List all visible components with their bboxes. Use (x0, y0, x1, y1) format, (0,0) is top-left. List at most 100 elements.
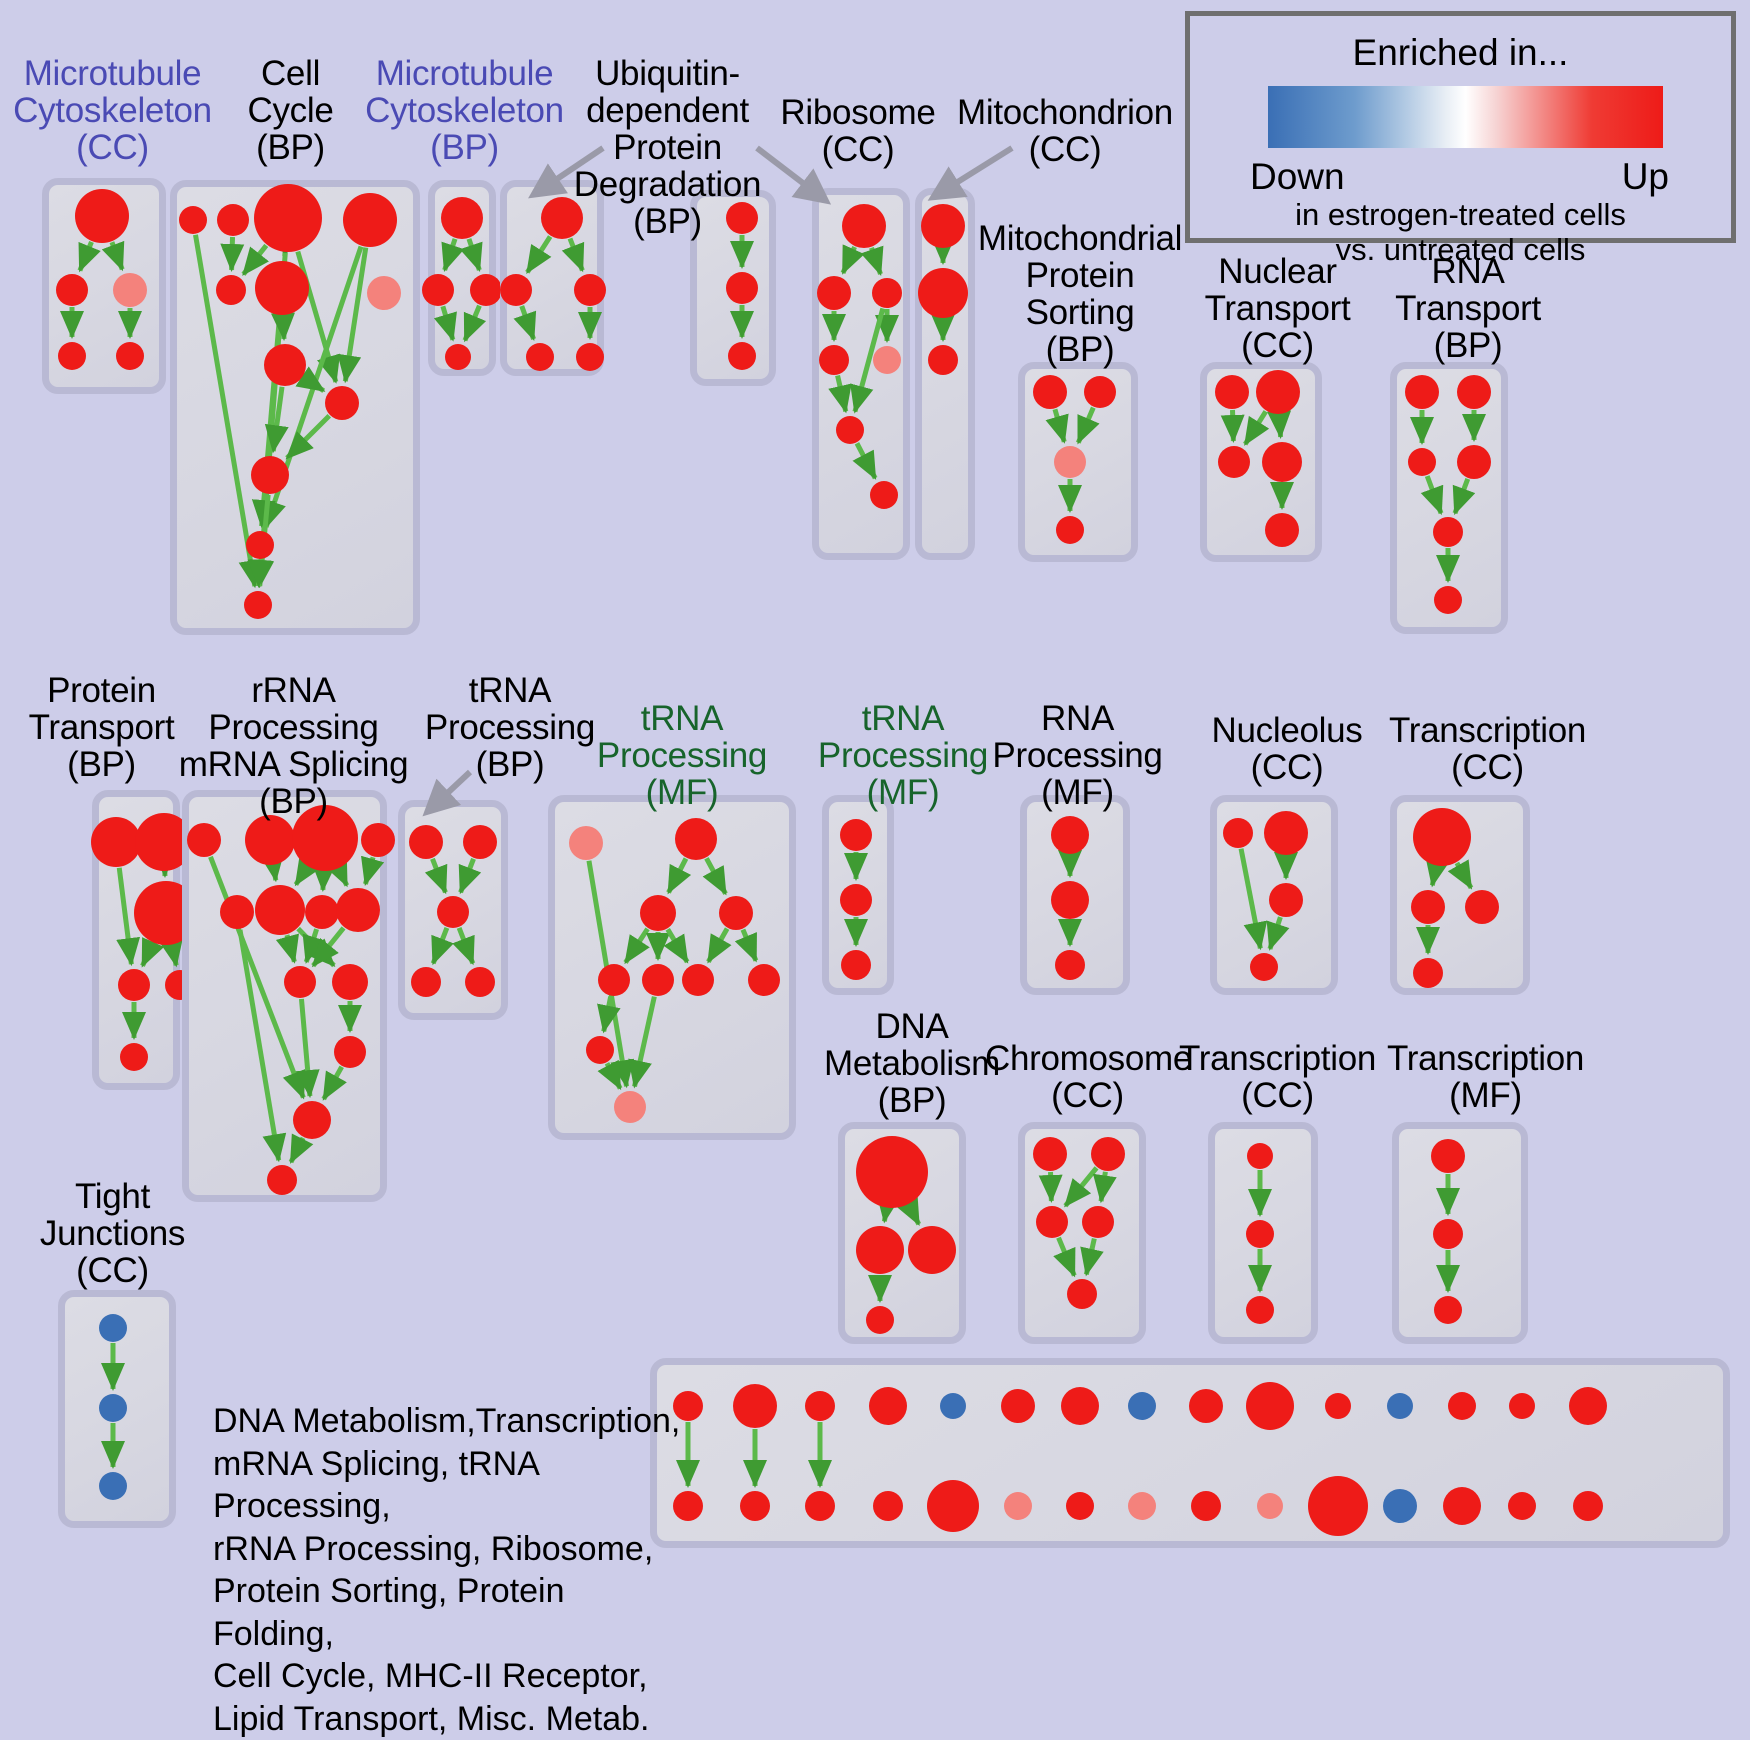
network-node[interactable] (463, 825, 497, 859)
network-node[interactable] (1051, 881, 1089, 919)
network-node[interactable] (740, 1491, 770, 1521)
network-node[interactable] (1054, 446, 1086, 478)
network-node[interactable] (1218, 446, 1250, 478)
network-node[interactable] (1264, 811, 1308, 855)
network-node[interactable] (1434, 586, 1462, 614)
network-node[interactable] (305, 895, 339, 929)
network-node[interactable] (251, 456, 289, 494)
network-node[interactable] (441, 197, 483, 239)
network-node[interactable] (1033, 1137, 1067, 1171)
network-node[interactable] (246, 531, 274, 559)
network-node[interactable] (411, 967, 441, 997)
network-node[interactable] (870, 481, 898, 509)
box-dna-metabolism-bp[interactable] (838, 1122, 966, 1344)
network-node[interactable] (817, 276, 851, 310)
network-node[interactable] (1257, 1493, 1283, 1519)
network-node[interactable] (187, 823, 221, 857)
box-tight-junctions-cc[interactable] (58, 1290, 176, 1528)
network-node[interactable] (1508, 1492, 1536, 1520)
network-node[interactable] (819, 345, 849, 375)
network-node[interactable] (1408, 448, 1436, 476)
network-node[interactable] (586, 1036, 614, 1064)
network-node[interactable] (640, 895, 676, 931)
network-node[interactable] (1573, 1491, 1603, 1521)
box-protein-transport-bp[interactable] (92, 790, 180, 1090)
network-node[interactable] (220, 895, 254, 929)
network-node[interactable] (908, 1226, 956, 1274)
network-node[interactable] (918, 268, 968, 318)
network-node[interactable] (805, 1391, 835, 1421)
network-node[interactable] (614, 1091, 646, 1123)
network-node[interactable] (1082, 1206, 1114, 1238)
network-node[interactable] (113, 273, 147, 307)
network-node[interactable] (940, 1393, 966, 1419)
box-rrna-mrna-splicing-bp[interactable] (182, 790, 387, 1202)
network-node[interactable] (928, 345, 958, 375)
box-trna-processing-mf-2[interactable] (822, 795, 894, 995)
box-chromosome-cc[interactable] (1018, 1122, 1146, 1344)
network-node[interactable] (334, 1036, 366, 1068)
network-node[interactable] (116, 342, 144, 370)
network-node[interactable] (332, 964, 368, 1000)
network-node[interactable] (179, 206, 207, 234)
network-node[interactable] (437, 896, 469, 928)
network-node[interactable] (1246, 1220, 1274, 1248)
network-node[interactable] (1569, 1387, 1607, 1425)
network-node[interactable] (856, 1136, 928, 1208)
network-node[interactable] (367, 276, 401, 310)
network-node[interactable] (1128, 1492, 1156, 1520)
network-node[interactable] (409, 825, 443, 859)
network-node[interactable] (598, 964, 630, 996)
network-node[interactable] (99, 1472, 127, 1500)
network-node[interactable] (921, 204, 965, 248)
network-node[interactable] (1509, 1393, 1535, 1419)
network-node[interactable] (1128, 1392, 1156, 1420)
network-node[interactable] (267, 1165, 297, 1195)
network-node[interactable] (1383, 1489, 1417, 1523)
network-node[interactable] (1431, 1139, 1465, 1173)
network-node[interactable] (728, 342, 756, 370)
network-node[interactable] (1457, 375, 1491, 409)
network-node[interactable] (1325, 1393, 1351, 1419)
box-ribosome-cc[interactable] (812, 188, 910, 560)
network-node[interactable] (1269, 883, 1303, 917)
network-node[interactable] (675, 818, 717, 860)
network-node[interactable] (1091, 1137, 1125, 1171)
network-node[interactable] (1056, 516, 1084, 544)
box-transcription-cc-2[interactable] (1208, 1122, 1318, 1344)
network-node[interactable] (872, 278, 902, 308)
network-node[interactable] (500, 274, 532, 306)
network-node[interactable] (361, 823, 395, 857)
network-node[interactable] (1262, 442, 1302, 482)
network-node[interactable] (842, 204, 886, 248)
network-node[interactable] (569, 826, 603, 860)
box-misc-modules-strip[interactable] (650, 1358, 1730, 1548)
box-transcription-cc-1[interactable] (1390, 795, 1530, 995)
network-node[interactable] (99, 1394, 127, 1422)
network-node[interactable] (841, 950, 871, 980)
network-node[interactable] (1223, 818, 1253, 848)
box-trna-processing-mf-1[interactable] (548, 795, 796, 1140)
box-nuclear-transport-cc[interactable] (1200, 362, 1322, 562)
network-node[interactable] (118, 969, 150, 1001)
network-node[interactable] (75, 189, 129, 243)
network-node[interactable] (1457, 445, 1491, 479)
network-node[interactable] (264, 344, 306, 386)
network-node[interactable] (255, 261, 309, 315)
network-node[interactable] (254, 184, 322, 252)
network-node[interactable] (719, 896, 753, 930)
box-transcription-mf[interactable] (1392, 1122, 1528, 1344)
network-node[interactable] (1067, 1279, 1097, 1309)
box-mitochondrion-cc[interactable] (915, 188, 975, 560)
network-node[interactable] (56, 274, 88, 306)
network-node[interactable] (255, 885, 305, 935)
network-node[interactable] (1443, 1487, 1481, 1525)
network-node[interactable] (1433, 1219, 1463, 1249)
box-microtubule-cytoskeleton-cc[interactable] (42, 178, 166, 394)
network-node[interactable] (284, 966, 316, 998)
network-node[interactable] (325, 386, 359, 420)
network-node[interactable] (1256, 370, 1300, 414)
network-node[interactable] (840, 884, 872, 916)
network-node[interactable] (1411, 890, 1445, 924)
box-cell-cycle-bp[interactable] (170, 180, 420, 635)
